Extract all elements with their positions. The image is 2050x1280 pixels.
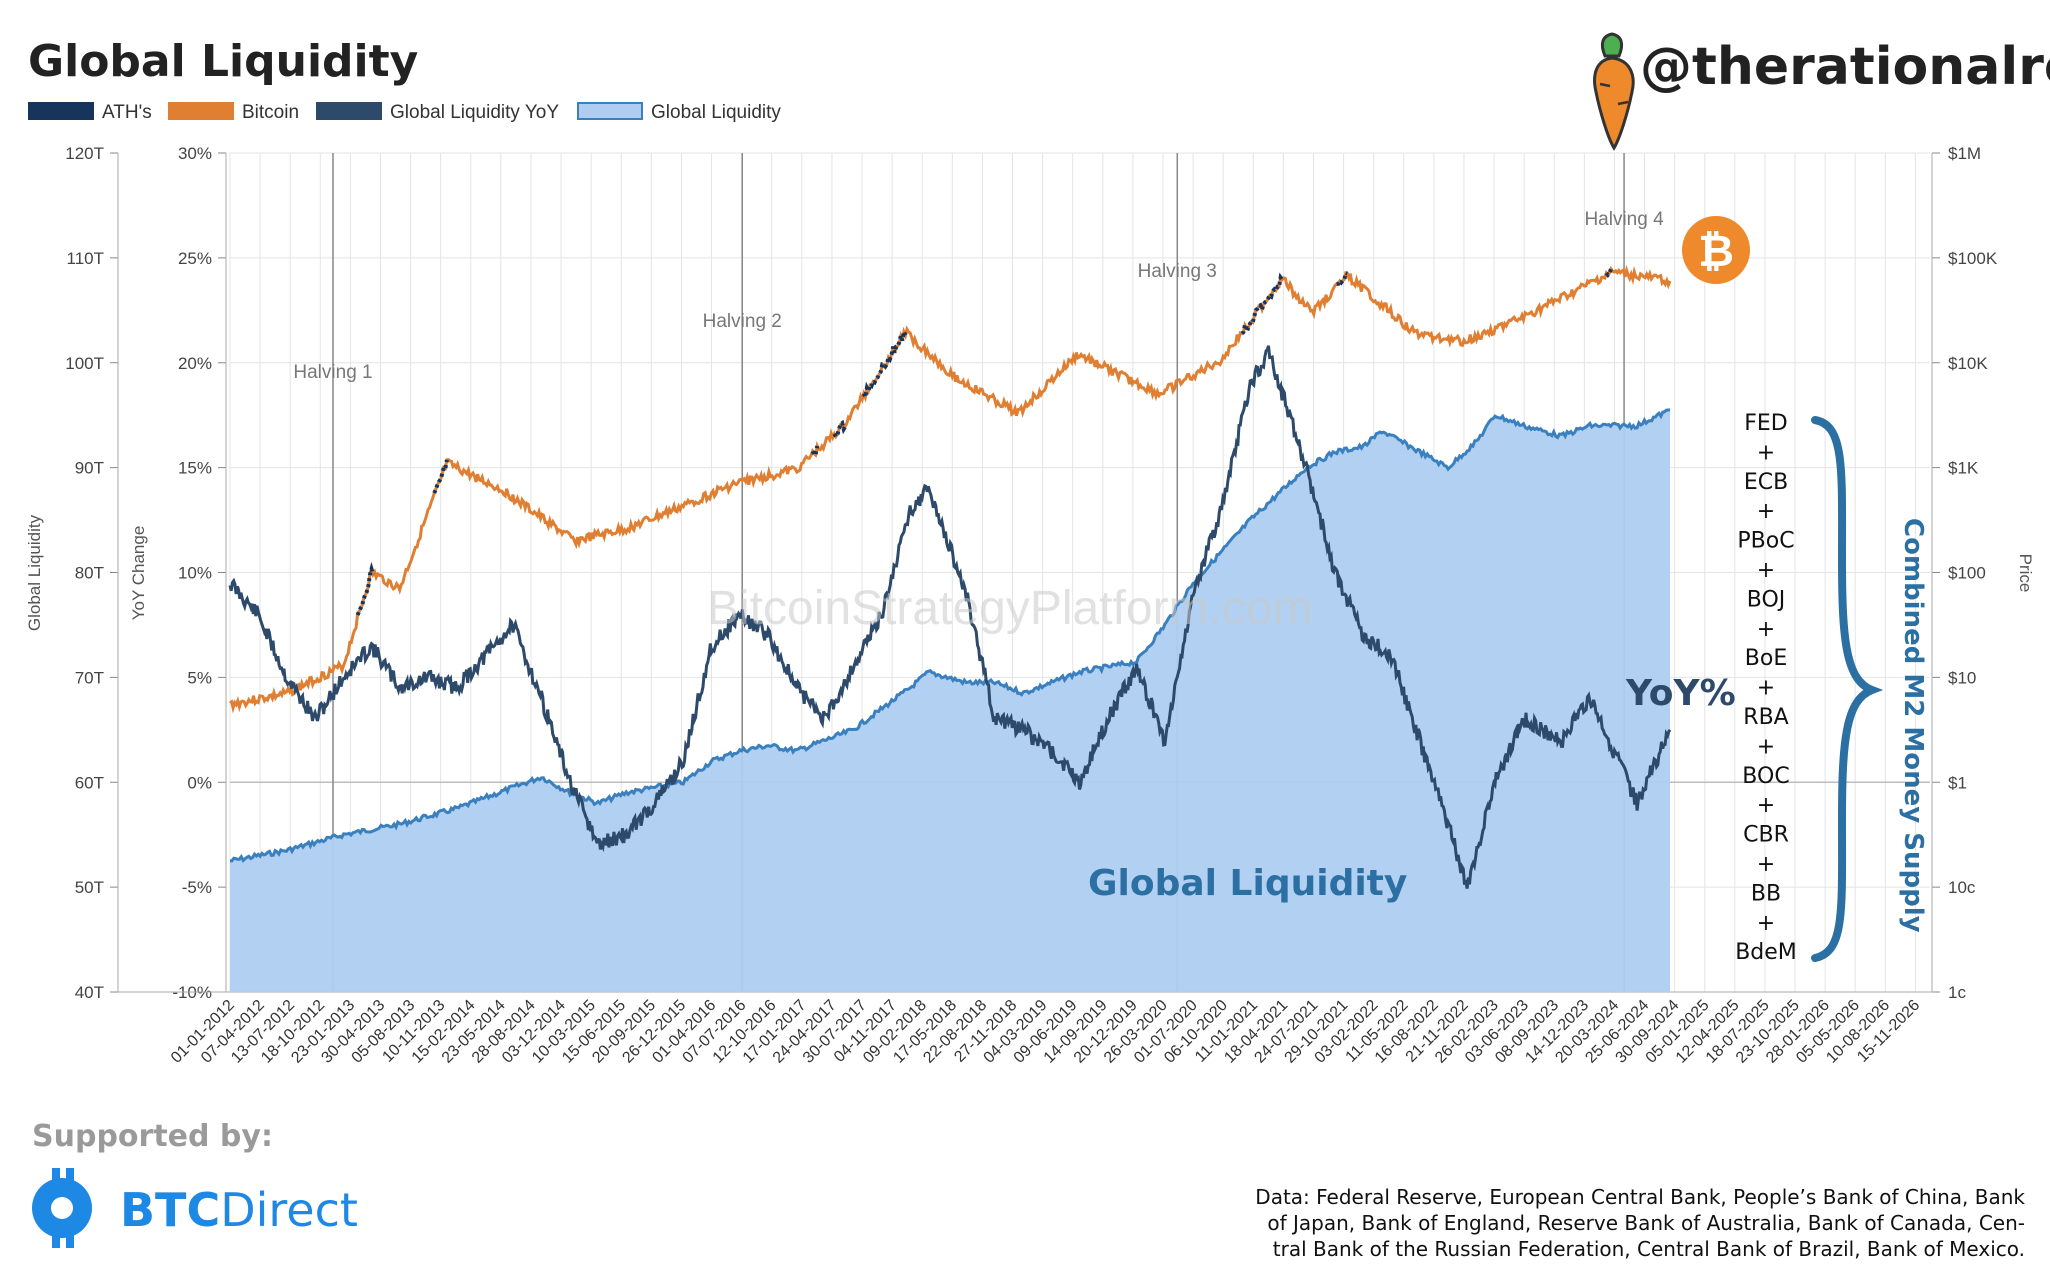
y-right-tick-label: 10c [1948, 878, 1976, 897]
bank-list-item: RBA [1743, 705, 1788, 730]
source-line-1: Data: Federal Reserve, European Central … [1255, 1185, 2025, 1209]
global-liquidity-label: Global Liquidity [1088, 863, 1407, 904]
y-left-tick-label: 70T [75, 668, 104, 687]
y-yoy-axis-title: YoY Change [129, 526, 148, 621]
bank-list-item: + [1757, 734, 1775, 759]
yoy-label: YoY% [1625, 673, 1736, 714]
y-left-tick-label: 110T [67, 249, 105, 268]
legend-swatch-ath [28, 102, 94, 120]
y-yoy-tick-label: 20% [178, 354, 212, 373]
page-title: Global Liquidity [28, 36, 418, 87]
y-right-tick-label: $1K [1948, 459, 1979, 478]
legend-label-yoy: Global Liquidity YoY [390, 102, 559, 123]
y-left-axis-title: Global Liquidity [25, 514, 44, 631]
bank-list-item: + [1757, 793, 1775, 818]
bank-list-item: BB [1751, 881, 1781, 906]
y-yoy-tick-label: 0% [187, 773, 212, 792]
halving-label: Halving 4 [1584, 209, 1664, 230]
y-right-tick-label: $1 [1948, 773, 1967, 792]
y-left-tick-label: 80T [75, 564, 104, 583]
central-bank-list: FED + ECB + PBoC + BOJ + BoE + RBA + BOC + CBR + BB + BdeM [1735, 411, 1797, 965]
global-liquidity-area [230, 409, 1670, 992]
bank-list-item: BOJ [1747, 587, 1786, 612]
global-liquidity-line [230, 408, 1671, 863]
y-yoy-tick-label: 10% [178, 564, 212, 583]
y-right-tick-label: $1M [1948, 144, 1981, 163]
bank-list-item: + [1757, 617, 1775, 642]
halving-label: Halving 3 [1138, 261, 1217, 282]
author-handle: @therationalroot [1640, 37, 2050, 97]
bank-list-item: CBR [1743, 823, 1789, 848]
y-yoy-tick-label: 15% [178, 459, 212, 478]
ath-segment [1604, 264, 1615, 278]
sponsor-name-bold: BTC [120, 1183, 220, 1237]
legend-label-ath: ATH's [102, 102, 152, 123]
btc-direct-logo-icon [32, 1168, 92, 1248]
y-left-tick-label: 60T [75, 773, 104, 792]
y-left-tick-label: 100T [65, 354, 104, 373]
y-right-tick-label: 1c [1948, 983, 1966, 1002]
bank-list-item: + [1757, 911, 1775, 936]
ath-segment [810, 445, 820, 459]
y-right-tick-label: $100K [1948, 249, 1998, 268]
bank-list-item: + [1757, 676, 1775, 701]
supported-by-label: Supported by: [32, 1119, 273, 1154]
bank-list-item: BdeM [1735, 940, 1797, 965]
ath-segment [861, 324, 908, 405]
ath-segment [1240, 272, 1284, 336]
yoy-line [228, 345, 1672, 889]
y-right-tick-label: $10 [1948, 668, 1976, 687]
y-left-tick-label: 90T [75, 459, 104, 478]
brace [1811, 416, 1884, 962]
bank-list-item: ECB [1744, 470, 1788, 495]
legend-swatch-liquidity [577, 102, 643, 120]
carrot-icon [1593, 32, 1635, 151]
bitcoin-line [229, 264, 1672, 714]
bank-list-item: PBoC [1737, 529, 1794, 554]
series [228, 264, 1672, 992]
sponsor-name: BTCDirect [120, 1183, 358, 1237]
bank-list-item: + [1757, 558, 1775, 583]
source-line-3: tral Bank of the Russian Federation, Cen… [1273, 1237, 2025, 1261]
ath-segment [432, 459, 449, 494]
ath-segment [832, 419, 848, 441]
combined-m2-label: Combined M2 Money Supply [1898, 518, 1928, 933]
bank-list-item: + [1757, 499, 1775, 524]
y-right-tick-label: $10K [1948, 354, 1988, 373]
legend-label-bitcoin: Bitcoin [242, 102, 299, 123]
y-right-tick-label: $100 [1948, 564, 1986, 583]
y-yoy-tick-label: -5% [182, 878, 212, 897]
halving-label: Halving 2 [703, 311, 782, 332]
bank-list-item: + [1757, 852, 1775, 877]
source-line-2: of Japan, Bank of England, Reserve Bank … [1267, 1211, 2025, 1235]
halving-label: Halving 1 [293, 362, 372, 383]
ath-segment [355, 561, 376, 616]
bank-list-item: FED [1744, 411, 1788, 436]
legend: ATH's Bitcoin Global Liquidity YoY Globa… [28, 102, 781, 123]
bank-list-item: + [1757, 440, 1775, 465]
bank-list-item: BoE [1745, 646, 1787, 671]
bank-list-item: BOC [1742, 764, 1789, 789]
legend-swatch-yoy [316, 102, 382, 120]
y-left-tick-label: 40T [75, 983, 104, 1002]
watermark: BitcoinStrategyPlatform.com [707, 582, 1313, 635]
y-yoy-tick-label: 30% [178, 144, 212, 163]
y-left-tick-label: 120T [65, 144, 104, 163]
y-yoy-tick-label: 25% [178, 249, 212, 268]
ath-segment [1336, 270, 1348, 286]
svg-text:₿: ₿ [1698, 226, 1734, 277]
sponsor-name-regular: Direct [220, 1183, 358, 1237]
y-left-tick-label: 50T [75, 878, 104, 897]
y-yoy-tick-label: 5% [187, 668, 212, 687]
y-right-axis-title: Price [2016, 554, 2035, 593]
bitcoin-icon: ₿ [1682, 216, 1750, 284]
legend-swatch-bitcoin [168, 102, 234, 120]
legend-label-liquidity: Global Liquidity [651, 102, 781, 123]
